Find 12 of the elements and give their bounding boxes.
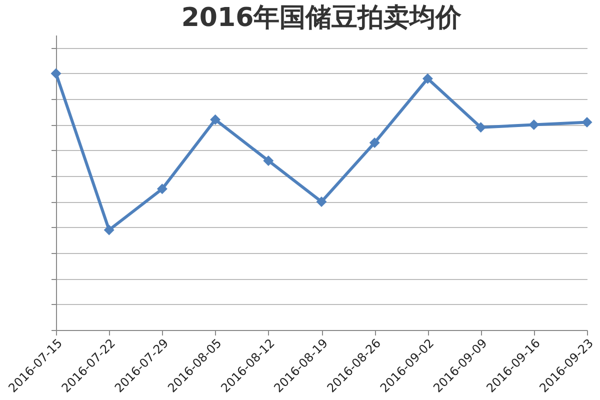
point — [316, 196, 327, 207]
point — [263, 155, 274, 166]
point — [156, 184, 168, 194]
point — [104, 224, 114, 236]
point — [528, 120, 540, 130]
chart-title: 2016年国储豆拍卖均价 — [181, 3, 463, 33]
point — [210, 114, 221, 125]
point — [369, 137, 380, 148]
point — [582, 116, 592, 128]
point — [476, 122, 486, 133]
point — [422, 73, 433, 84]
point — [50, 68, 62, 79]
